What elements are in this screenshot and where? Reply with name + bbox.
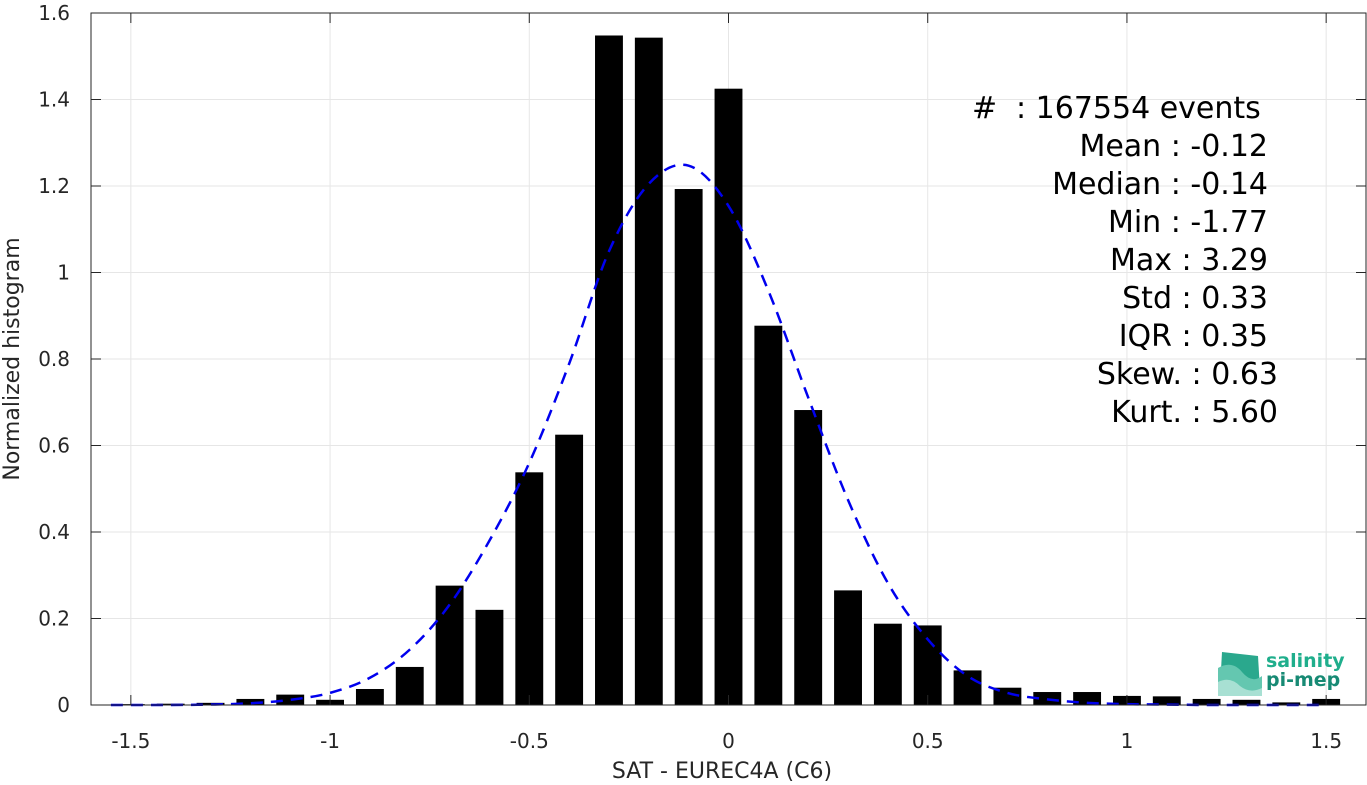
histogram-bar: [276, 694, 305, 705]
stat-events-value: : 167554 events: [1016, 91, 1261, 126]
histogram-bar: [634, 37, 663, 705]
histogram-bar: [714, 88, 743, 705]
y-tick-label: 1.2: [38, 174, 70, 198]
stats-box: # : 167554 events Mean : -0.12 Median : …: [972, 91, 1278, 430]
x-tick-label: -1: [320, 729, 340, 753]
waves-logo-icon: [1218, 652, 1262, 696]
x-axis-label: SAT - EUREC4A (C6): [612, 759, 832, 784]
histogram-bar: [953, 670, 982, 705]
y-tick-label: 1.4: [38, 88, 70, 112]
histogram-bar: [515, 472, 544, 705]
histogram-bar: [794, 410, 823, 705]
histogram-bar: [555, 434, 584, 705]
x-tick-label: 0.5: [912, 729, 944, 753]
salinity-pimep-logo: salinity pi-mep: [1218, 650, 1345, 696]
stat-mean: Mean : -0.12: [1079, 129, 1268, 164]
x-tick-label: 1.5: [1310, 729, 1342, 753]
x-tick-labels: -1.5 -1 -0.5 0 0.5 1 1.5: [111, 729, 1342, 753]
stat-median: Median : -0.14: [1052, 167, 1268, 202]
y-tick-label: 0: [57, 693, 70, 717]
axis-ticks: [91, 12, 1366, 706]
x-tick-label: 0: [722, 729, 735, 753]
histogram-bar: [475, 609, 504, 705]
histogram-bar: [236, 698, 265, 705]
y-tick-label: 0.4: [38, 520, 70, 544]
histogram-bar: [1192, 698, 1221, 705]
y-tick-label: 1.6: [38, 1, 70, 25]
histogram-bar: [595, 35, 623, 706]
histogram-bar: [754, 325, 783, 705]
histogram-bar: [395, 666, 424, 705]
histogram-bar: [1272, 702, 1301, 705]
histogram-bar: [674, 189, 703, 706]
stat-max: Max : 3.29: [1110, 243, 1268, 278]
histogram-bar: [355, 688, 384, 705]
x-tick-label: 1: [1121, 729, 1134, 753]
y-tick-label: 0.6: [38, 434, 70, 458]
histogram-bar: [435, 585, 464, 705]
normal-fit-curve: [110, 163, 1327, 707]
y-tick-label: 1: [57, 261, 70, 285]
stat-skew: Skew. : 0.63: [1097, 357, 1278, 392]
logo-line-2: pi-mep: [1266, 669, 1340, 691]
x-tick-label: -1.5: [111, 729, 150, 753]
y-tick-label: 0.8: [38, 347, 70, 371]
histogram-bar: [873, 623, 902, 705]
histogram-bar: [196, 702, 225, 705]
histogram-bar: [834, 590, 862, 705]
y-axis-label: Normalized histogram: [0, 237, 25, 480]
stat-kurt: Kurt. : 5.60: [1111, 395, 1278, 430]
x-tick-label: -0.5: [510, 729, 549, 753]
stat-min: Min : -1.77: [1108, 205, 1268, 240]
stat-iqr: IQR : 0.35: [1119, 319, 1268, 354]
histogram-bar: [1152, 696, 1181, 705]
histogram-bar: [1232, 699, 1261, 705]
histogram-bar: [993, 687, 1022, 705]
stat-events-label: #: [972, 91, 997, 126]
histogram-bar: [1073, 692, 1102, 705]
logo-line-1: salinity: [1266, 650, 1345, 672]
y-tick-labels: 0 0.2 0.4 0.6 0.8 1 1.2 1.4 1.6: [38, 1, 70, 717]
y-tick-label: 0.2: [38, 607, 70, 631]
stat-std: Std : 0.33: [1122, 281, 1268, 316]
histogram-bar: [156, 703, 185, 705]
